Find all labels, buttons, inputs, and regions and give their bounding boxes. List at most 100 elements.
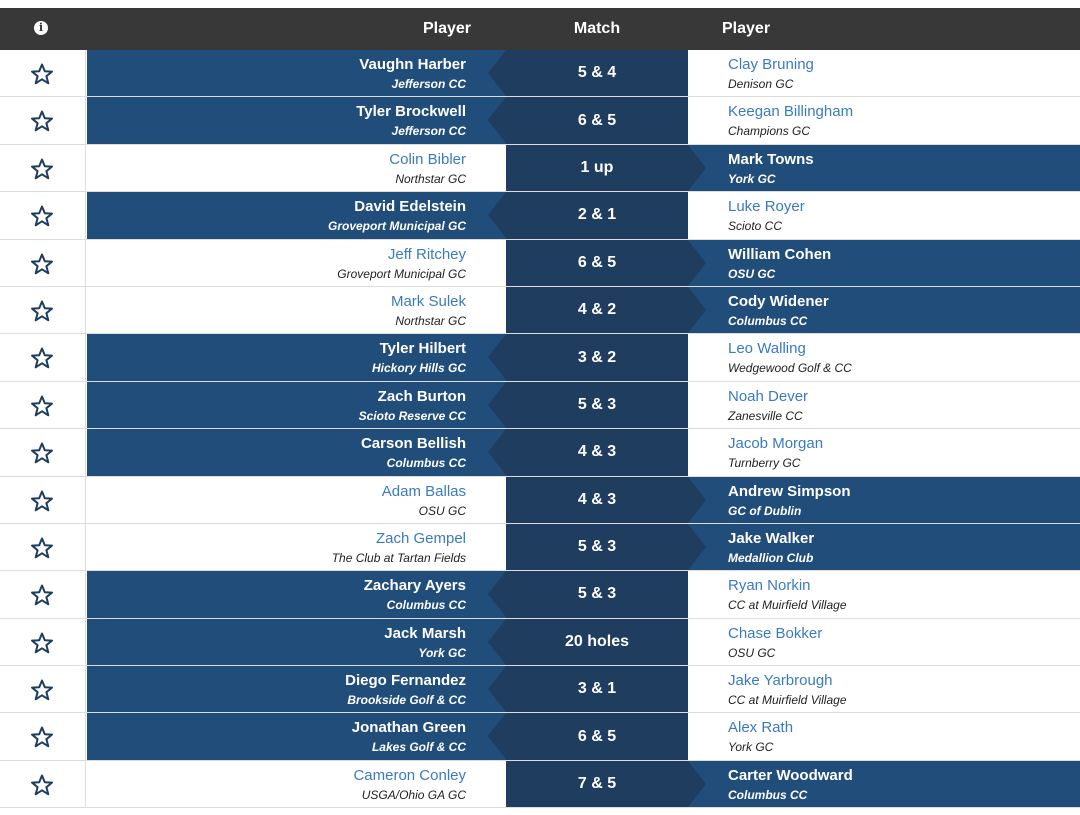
match-result: 1 up	[506, 144, 688, 192]
match-header[interactable]: Match	[573, 20, 621, 37]
left-player-club: USGA/Ohio GA GC	[361, 787, 466, 802]
favorite-cell	[0, 192, 86, 239]
winner-arrow-left	[488, 381, 506, 428]
right-player-name[interactable]: Leo Walling	[728, 340, 806, 358]
right-player-name[interactable]: Ryan Norkin	[728, 577, 811, 595]
match-result: 5 & 3	[506, 523, 688, 571]
right-player-name[interactable]: Keegan Billingham	[728, 103, 854, 121]
left-player-name[interactable]: Cameron Conley	[353, 766, 466, 784]
left-player-cell: Zach Gempel The Club at Tartan Fields	[87, 524, 506, 570]
left-player-cell: Carson Bellish Columbus CC	[87, 429, 506, 476]
left-player-club: Hickory Hills GC	[371, 361, 466, 376]
favorite-cell	[0, 286, 86, 334]
match-result: 7 & 5	[506, 760, 688, 808]
table-row: Colin Bibler Northstar GC Mark Towns York G…	[0, 144, 1080, 193]
table-row: Diego Fernandez Brookside Golf & CC Jake Y…	[0, 666, 1080, 714]
right-player-name[interactable]: Jake Yarbrough	[728, 672, 833, 690]
left-player-cell: Jeff Ritchey Groveport Municipal GC	[87, 240, 506, 286]
right-player-club: York GC	[728, 171, 776, 186]
right-player-header[interactable]: Player	[722, 20, 771, 37]
right-player-club: Turnberry GC	[728, 456, 801, 471]
info-icon[interactable]: i	[34, 21, 48, 35]
favorite-cell	[0, 760, 86, 808]
left-player-club: Brookside Golf & CC	[347, 693, 466, 708]
right-player-cell: Andrew Simpson GC of Dublin	[688, 476, 1080, 523]
match-result-text: 6 & 5	[577, 111, 617, 129]
right-player-club: York GC	[728, 740, 774, 755]
left-player-cell: Tyler Brockwell Jefferson CC	[87, 97, 506, 144]
winner-arrow-right	[688, 760, 706, 807]
match-result: 6 & 5	[506, 713, 688, 760]
left-player-name[interactable]: Jack Marsh	[384, 624, 466, 642]
left-player-name[interactable]: Tyler Hilbert	[379, 340, 466, 358]
left-player-header[interactable]: Player	[422, 20, 471, 37]
left-player-club: Northstar GC	[395, 313, 466, 328]
winner-arrow-left	[488, 713, 506, 760]
right-player-name[interactable]: Chase Bokker	[728, 624, 823, 642]
match-result-text: 3 & 2	[577, 348, 617, 366]
favorite-cell	[0, 523, 86, 571]
match-result: 5 & 3	[506, 381, 688, 429]
right-player-name[interactable]: Noah Dever	[728, 387, 809, 405]
match-result-text: 5 & 3	[577, 395, 617, 413]
left-player-club: Columbus CC	[386, 456, 466, 471]
table-row: David Edelstein Groveport Municipal GC Luk…	[0, 192, 1080, 240]
right-player-club: Columbus CC	[728, 787, 808, 802]
left-player-name[interactable]: Mark Sulek	[390, 292, 466, 310]
favorite-cell	[0, 571, 86, 618]
right-player-club: Wedgewood Golf & CC	[728, 361, 852, 376]
table-row: Cameron Conley USGA/Ohio GA GC Carter Wood…	[0, 760, 1080, 809]
right-player-cell: Jacob Morgan Turnberry GC	[688, 429, 1080, 475]
left-player-cell: Diego Fernandez Brookside Golf & CC	[87, 666, 506, 713]
left-player-name[interactable]: Vaughn Harber	[359, 56, 466, 73]
table-row: Carson Bellish Columbus CC Jacob Morgan Tur…	[0, 429, 1080, 477]
right-player-club: Zanesville CC	[728, 408, 803, 423]
match-result: 4 & 2	[506, 286, 688, 334]
favorite-cell	[0, 144, 86, 192]
right-player-name[interactable]: Mark Towns	[728, 150, 814, 168]
right-player-name[interactable]: Jacob Morgan	[728, 435, 824, 453]
right-player-name[interactable]: Luke Royer	[728, 198, 805, 216]
match-result-text: 4 & 2	[577, 301, 617, 319]
left-player-name[interactable]: Diego Fernandez	[345, 672, 466, 690]
match-result-text: 5 & 3	[577, 538, 617, 556]
table-row: Zachary Ayers Columbus CC Ryan Norkin CC at…	[0, 571, 1080, 619]
winner-arrow-left	[488, 192, 506, 239]
left-player-cell: Colin Bibler Northstar GC	[87, 145, 506, 191]
left-player-club: Groveport Municipal GC	[337, 266, 466, 281]
left-player-cell: David Edelstein Groveport Municipal GC	[87, 192, 506, 239]
right-player-name[interactable]: William Cohen	[728, 245, 832, 263]
left-player-cell: Jonathan Green Lakes Golf & CC	[87, 713, 506, 760]
right-player-name[interactable]: Clay Bruning	[728, 56, 814, 73]
winner-arrow-left	[488, 50, 506, 96]
right-player-club: OSU GC	[728, 266, 776, 281]
right-player-name[interactable]: Carter Woodward	[728, 766, 853, 784]
left-player-name[interactable]: Jeff Ritchey	[387, 245, 466, 263]
match-result-text: 6 & 5	[577, 727, 617, 745]
right-player-name[interactable]: Cody Widener	[728, 292, 829, 310]
right-player-club: Champions GC	[728, 124, 811, 139]
left-player-name[interactable]: Tyler Brockwell	[356, 103, 466, 121]
match-result-text: 1 up	[580, 158, 614, 176]
left-player-name[interactable]: Zach Burton	[377, 387, 466, 405]
left-player-cell: Zach Burton Scioto Reserve CC	[87, 381, 506, 429]
right-player-cell: Leo Walling Wedgewood Golf & CC	[688, 334, 1080, 380]
left-player-name[interactable]: Colin Bibler	[389, 150, 466, 168]
match-result: 3 & 2	[506, 334, 688, 381]
left-player-name[interactable]: David Edelstein	[354, 198, 466, 216]
right-player-name[interactable]: Andrew Simpson	[728, 482, 851, 500]
right-player-name[interactable]: Jake Walker	[728, 529, 815, 547]
right-player-name[interactable]: Alex Rath	[728, 719, 794, 737]
favorite-cell	[0, 239, 86, 286]
table-row: Jeff Ritchey Groveport Municipal GC Willia…	[0, 239, 1080, 287]
left-player-name[interactable]: Zach Gempel	[375, 529, 466, 547]
left-player-name[interactable]: Zachary Ayers	[363, 577, 466, 595]
left-player-name[interactable]: Carson Bellish	[360, 435, 466, 453]
left-player-club: York GC	[418, 645, 466, 660]
left-player-name[interactable]: Jonathan Green	[351, 719, 466, 737]
left-player-name[interactable]: Adam Ballas	[381, 482, 466, 500]
right-player-cell: Cody Widener Columbus CC	[688, 286, 1080, 334]
right-player-cell: Luke Royer Scioto CC	[688, 192, 1080, 238]
favorite-cell	[0, 381, 86, 429]
winner-arrow-right	[688, 144, 706, 191]
